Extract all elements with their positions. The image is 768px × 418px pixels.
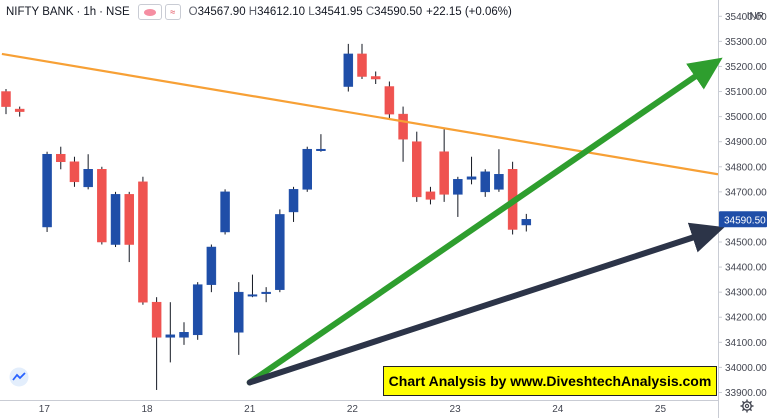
candle-body	[370, 76, 381, 80]
candle-body	[56, 153, 66, 163]
y-tick-label: 34800.00	[725, 162, 767, 173]
eye-icon[interactable]	[137, 4, 162, 20]
separator: ·	[76, 6, 81, 18]
x-tick-label: 17	[39, 404, 51, 415]
separator: ·	[99, 6, 104, 18]
candle-body	[151, 301, 162, 338]
y-tick-label: 33900.00	[725, 388, 767, 399]
green-trend-arrow	[246, 57, 723, 386]
last-price-tag	[719, 211, 767, 228]
candle-body	[288, 189, 299, 213]
low-value: 34541.95	[314, 6, 363, 18]
analysis-banner: Chart Analysis by www.DiveshtechAnalysis…	[383, 366, 717, 396]
candle-body	[69, 161, 80, 183]
tradingview-logo-icon[interactable]	[8, 367, 30, 387]
price-axis-panel	[718, 0, 768, 418]
interval[interactable]: 1h	[83, 6, 97, 18]
candle-body	[42, 153, 52, 228]
candle-body	[343, 53, 354, 87]
open-value: 34567.90	[197, 6, 246, 18]
x-tick-label: 23	[450, 404, 462, 415]
x-tick-label: 24	[552, 404, 564, 415]
candle-body	[316, 148, 326, 151]
candle-body	[83, 169, 93, 188]
symbol-name[interactable]: NIFTY BANK	[6, 6, 74, 18]
candle-body	[220, 191, 230, 233]
y-tick-label: 34100.00	[725, 338, 767, 349]
last-price-label: 34590.50	[724, 215, 766, 226]
candle-body	[521, 219, 532, 226]
candle-body	[234, 291, 244, 333]
y-tick-label: 35000.00	[725, 112, 767, 123]
candle-body	[97, 169, 107, 243]
visibility-toggle-icon[interactable]: ≈	[164, 4, 181, 20]
candle-body	[110, 194, 121, 245]
dark-trend-arrow	[246, 222, 725, 386]
close-value: 34590.50	[374, 6, 423, 18]
x-tick-label: 22	[347, 404, 359, 415]
candle-body	[138, 181, 148, 303]
y-tick-label: 34000.00	[725, 363, 767, 374]
high-label: H	[248, 6, 258, 18]
candle-body	[275, 214, 285, 290]
y-tick-label: 35200.00	[725, 62, 767, 73]
candle-body	[412, 141, 422, 198]
y-tick-label: 34700.00	[725, 187, 767, 198]
candle-body	[494, 174, 504, 190]
candle-body	[14, 108, 25, 112]
y-tick-label: 35400.00	[725, 12, 767, 23]
settings-gear-icon[interactable]	[740, 399, 754, 413]
candle-body	[192, 284, 203, 336]
candle-body	[384, 86, 395, 115]
candle-body	[439, 151, 449, 195]
candle-body	[165, 334, 176, 338]
close-label: C	[365, 6, 375, 18]
candle-body	[124, 194, 134, 245]
candle-body	[247, 294, 258, 297]
high-value: 34612.10	[257, 6, 306, 18]
change-readout: +22.15 (+0.06%)	[426, 6, 512, 18]
y-tick-label: 34300.00	[725, 288, 767, 299]
candle-body	[302, 148, 312, 190]
candle-body	[206, 246, 217, 285]
candle-body	[425, 191, 436, 200]
candle-body	[261, 291, 271, 294]
candle-body	[357, 53, 367, 77]
x-tick-label: 21	[244, 404, 256, 415]
candle-body	[398, 113, 408, 140]
y-tick-label: 34200.00	[725, 313, 767, 324]
resistance-trendline	[1, 52, 718, 176]
candle-body	[466, 176, 477, 180]
y-tick-label: 34900.00	[725, 137, 767, 148]
symbol-header: NIFTY BANK · 1h · NSE ≈ O34567.90 H34612…	[6, 3, 512, 21]
y-tick-label: 34400.00	[725, 263, 767, 274]
ohlc-readout: O34567.90 H34612.10 L34541.95 C34590.50	[189, 6, 422, 18]
y-tick-label: 35100.00	[725, 87, 767, 98]
y-tick-label: 35300.00	[725, 37, 767, 48]
open-label: O	[188, 6, 198, 18]
candle-body	[480, 171, 490, 193]
x-tick-label: 25	[655, 404, 667, 415]
x-tick-label: 18	[141, 404, 153, 415]
candle-body	[179, 332, 189, 338]
low-label: L	[308, 6, 315, 18]
candle-body	[1, 91, 11, 107]
currency-label: INR	[746, 11, 764, 22]
y-tick-label: 34500.00	[725, 238, 767, 249]
candle-body	[453, 179, 463, 195]
exchange: NSE	[106, 6, 130, 18]
